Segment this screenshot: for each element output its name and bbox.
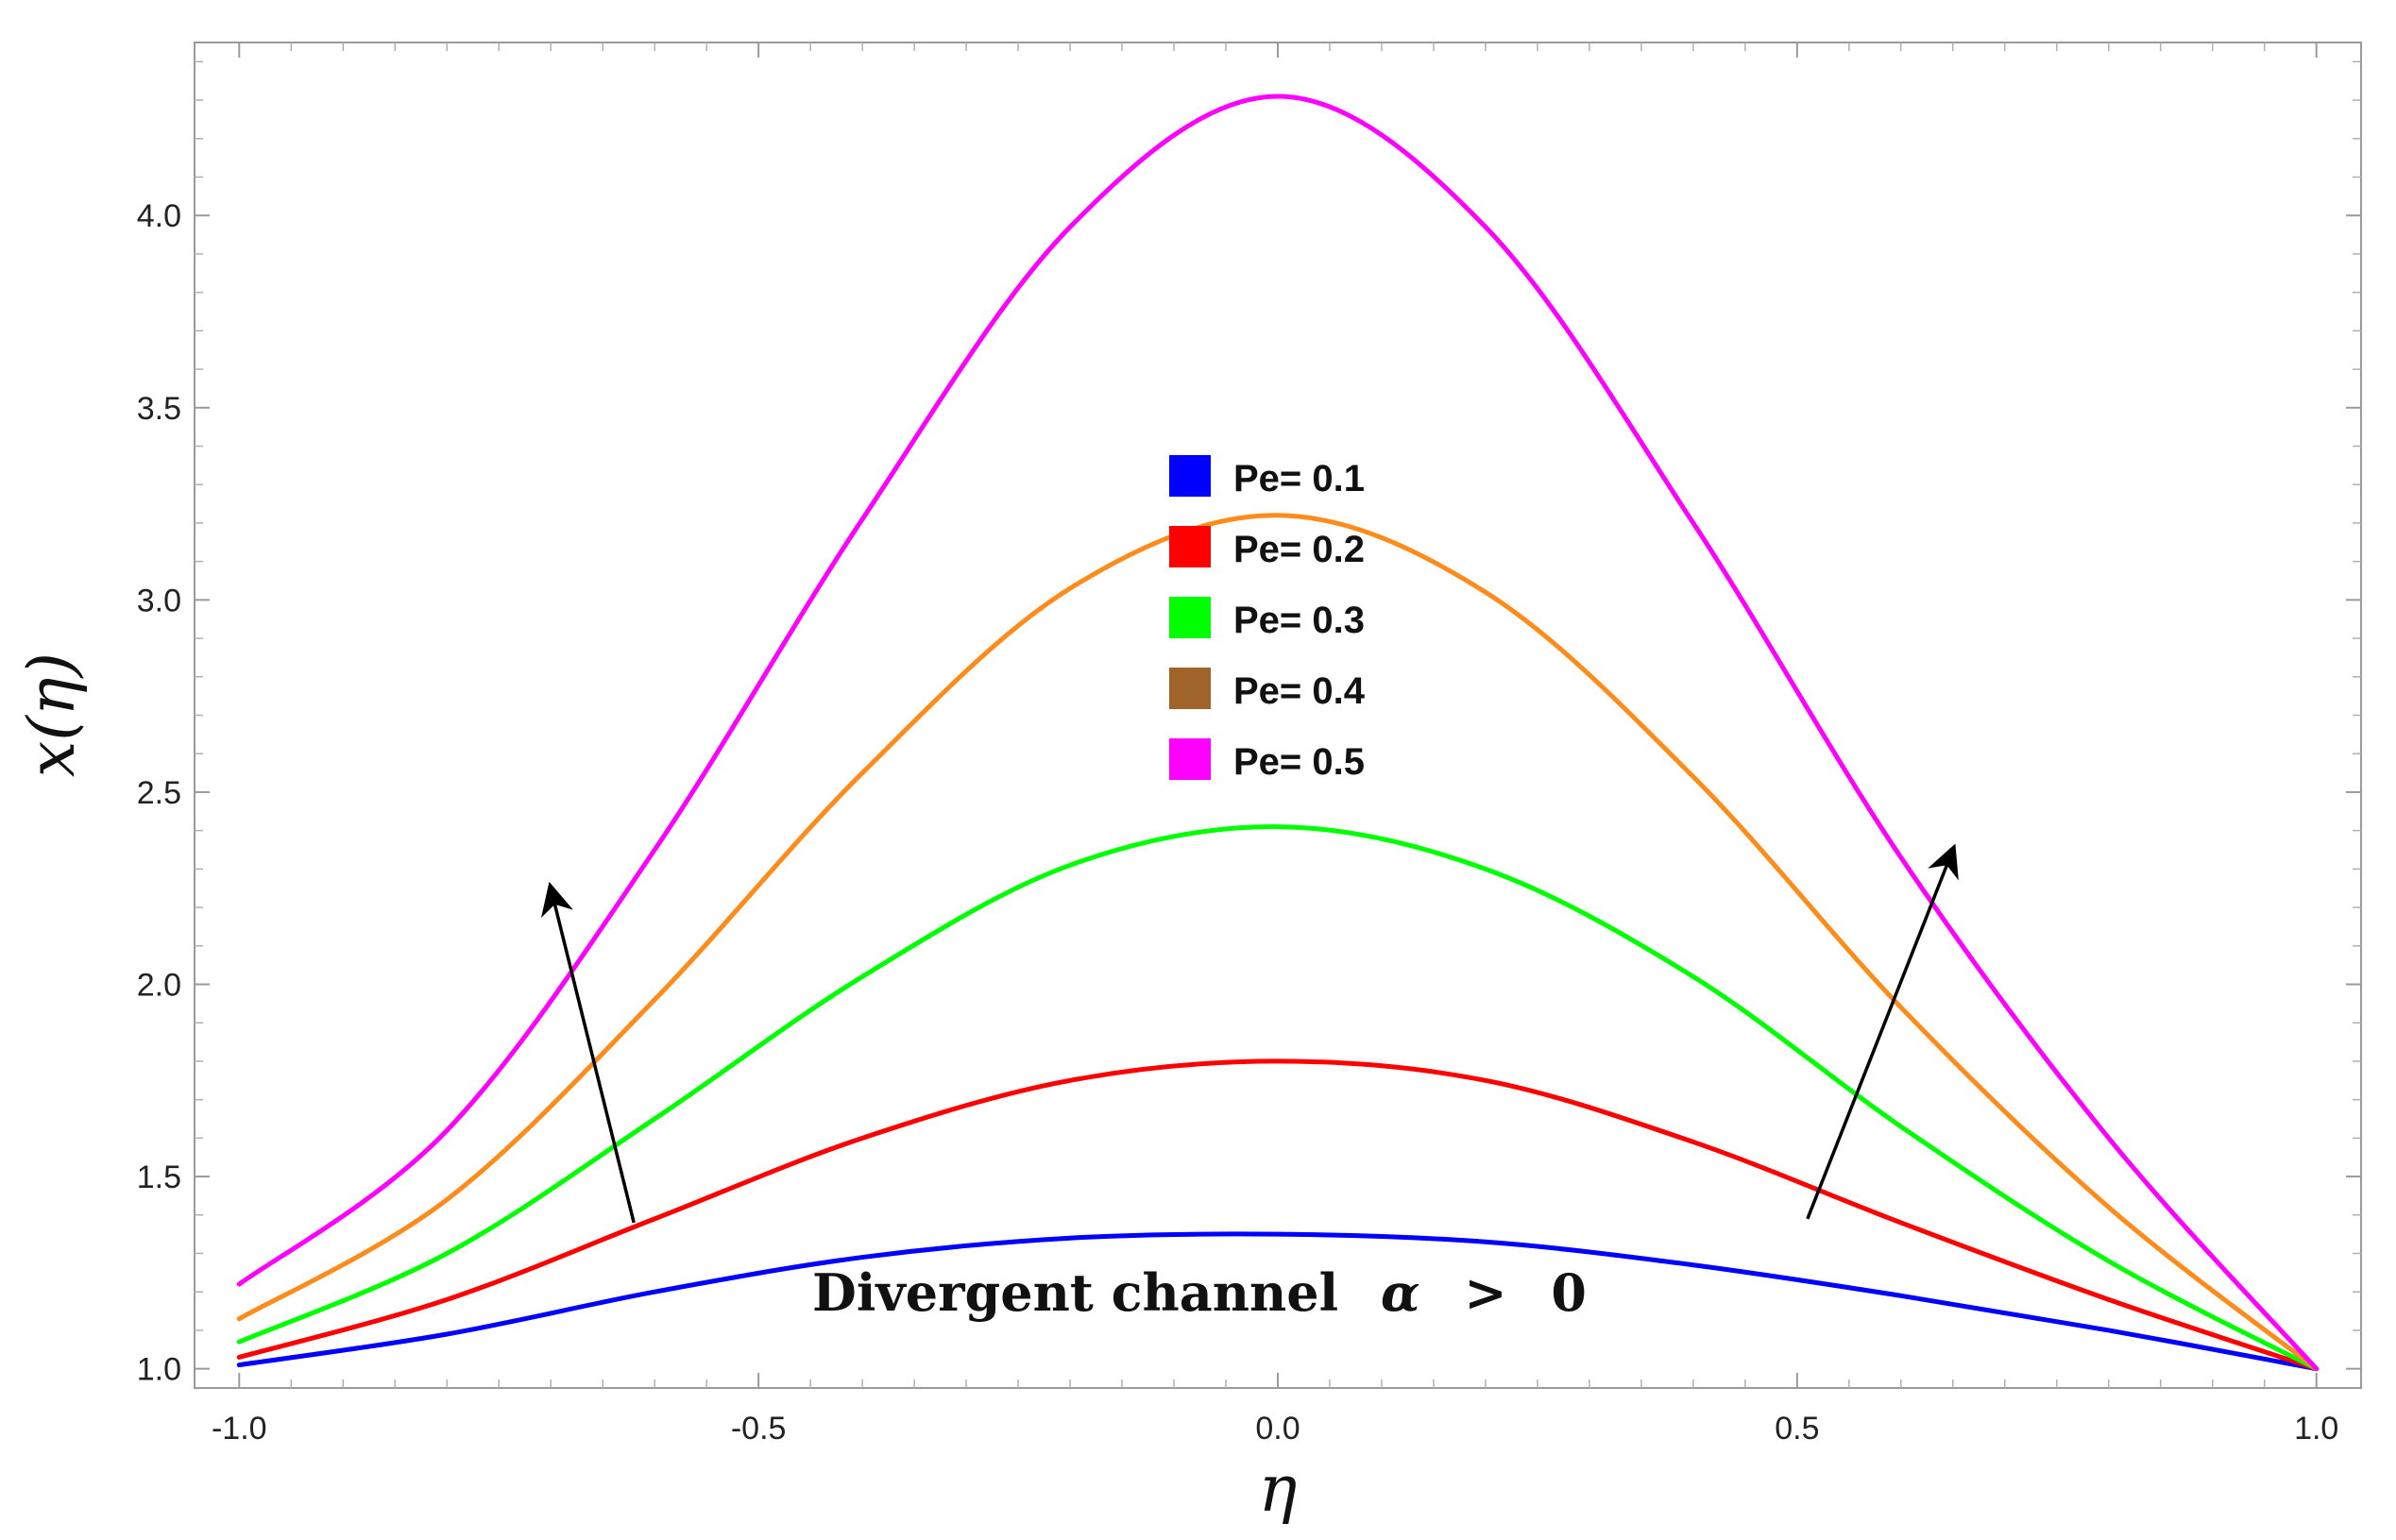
legend-label: Pe= 0.3 [1233,600,1365,641]
legend-label: Pe= 0.4 [1233,670,1366,712]
legend-label: Pe= 0.5 [1233,741,1365,783]
legend-label: Pe= 0.2 [1233,529,1365,570]
channel-annotation: Divergent channel α > 0 [812,1262,1587,1323]
ticks [195,42,2361,1388]
y-tick-label: 3.5 [137,391,181,427]
trend-arrow-2 [1806,843,1959,1220]
x-tick-label: 1.0 [2294,1411,2338,1447]
y-tick-label: 1.5 [137,1159,181,1195]
series-line-3 [236,824,2320,1372]
annotation-layer [540,843,1959,1224]
x-axis-title: η [1259,1452,1298,1527]
tick-labels: -1.0 -0.5 0.0 0.5 1.0 1.0 1.5 2.0 2.5 3.0 3.5 4.0 [137,198,2339,1447]
legend-swatch [1169,597,1211,638]
y-tick-label: 2.5 [137,775,181,811]
plot-frame [194,42,2362,1389]
annotation-lead: Divergent channel [812,1262,1338,1323]
legend-swatch [1169,738,1211,780]
series-layer [236,93,2320,1372]
y-tick-label: 1.0 [137,1352,181,1388]
y-tick-label: 2.0 [137,968,181,1004]
x-tick-label: 0.0 [1255,1411,1300,1447]
x-tick-label: -0.5 [731,1411,787,1447]
annotation-symbol: α [1381,1262,1420,1323]
trend-arrow-1 [540,881,636,1224]
x-tick-label: -1.0 [212,1411,267,1447]
series-line-2 [236,1058,2320,1372]
series-line-5 [236,93,2320,1372]
y-axis-title: x(η) [15,652,90,777]
series-line-1 [236,1231,2320,1372]
legend: Pe= 0.1 Pe= 0.2 Pe= 0.3 Pe= 0.4 Pe= 0.5 [1169,455,1366,783]
y-tick-label: 4.0 [137,198,181,234]
annotation-value: 0 [1551,1262,1587,1323]
x-tick-label: 0.5 [1775,1411,1819,1447]
legend-label: Pe= 0.1 [1233,458,1365,499]
legend-swatch [1169,455,1211,497]
series-line-4 [236,513,2320,1372]
legend-swatch [1169,668,1211,709]
y-tick-label: 3.0 [137,583,181,618]
annotation-relation: > [1464,1262,1506,1323]
legend-swatch [1169,526,1211,567]
